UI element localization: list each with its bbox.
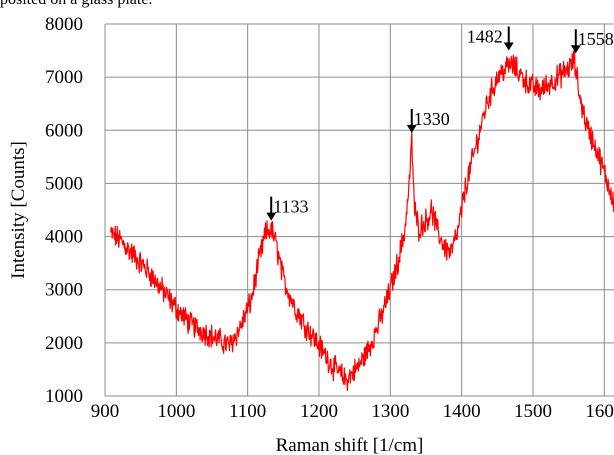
x-tick-label: 1500 [514,401,552,422]
x-tick-label: 1200 [300,401,338,422]
annotation-arrowhead [570,45,581,54]
peak-label: 1330 [414,109,450,129]
x-tick-label: 1000 [157,401,195,422]
x-axis-label: Raman shift [1/cm] [276,435,424,455]
y-tick-label: 5000 [45,173,83,194]
y-tick-labels: 1000 2000 3000 4000 5000 6000 7000 8000 [45,14,83,407]
y-axis-label: Intensity [Counts] [8,141,29,279]
x-tick-labels: 900 1000 1100 1200 1300 1400 1500 1600 [91,401,614,422]
x-tick-label: 1300 [371,401,409,422]
x-tick-label: 1100 [229,401,266,422]
x-tick-label: 1400 [443,401,481,422]
peak-label: 1133 [273,197,308,217]
peak-annotations: 1133 1330 1482 1558 [266,26,614,221]
y-tick-label: 1000 [45,386,83,407]
peak-label: 1482 [467,27,503,47]
caption-fragment: posited on a glass plate. [0,0,152,9]
y-tick-label: 8000 [45,14,83,35]
annotation-arrowhead [266,212,277,221]
y-tick-label: 2000 [45,333,83,354]
y-tick-label: 7000 [45,67,83,88]
y-tick-label: 4000 [45,227,83,248]
y-tick-label: 6000 [45,120,83,141]
annotation-arrowhead [406,124,417,133]
annotation-arrowhead [503,42,514,51]
x-tick-label: 1600 [585,401,614,422]
y-tick-label: 3000 [45,280,83,301]
spectrum-line [110,50,614,391]
peak-label: 1558 [578,29,614,49]
x-tick-label: 900 [91,401,120,422]
